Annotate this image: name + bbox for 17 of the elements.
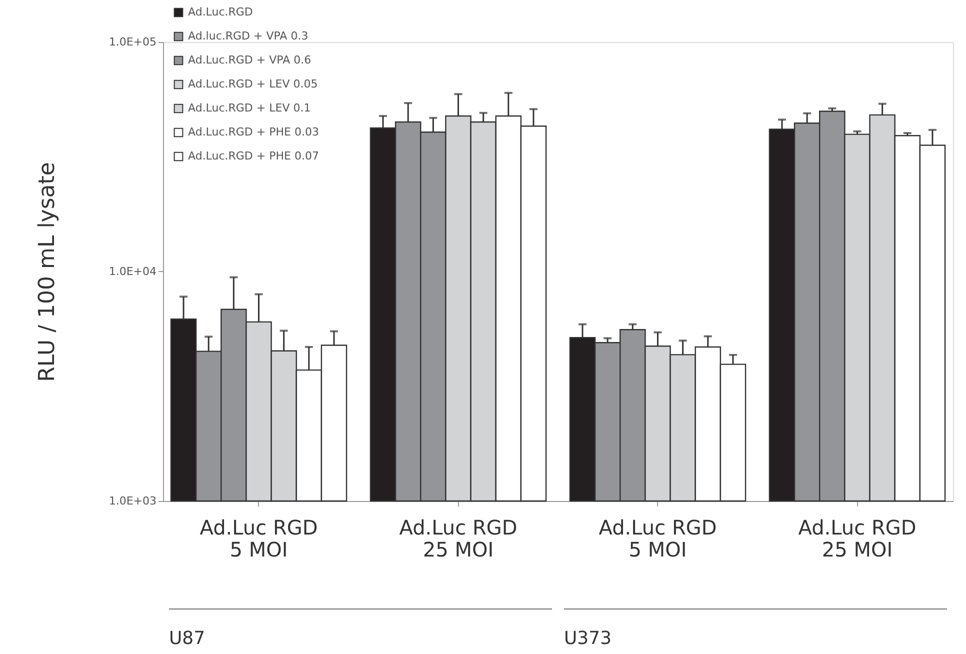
text: U87	[169, 628, 206, 649]
y-tick-label: 1.0E+04	[108, 265, 156, 278]
x-tick-label: Ad.Luc RGD 5 MOI	[200, 516, 318, 562]
legend-label: Ad.Luc.RGD + PHE 0.03	[188, 126, 319, 138]
y-axis-title: RLU / 100 mL lysate	[34, 162, 60, 382]
y-tick-label: 1.0E+05	[108, 36, 156, 48]
legend-label: Ad.Luc.RGD + LEV 0.1	[188, 102, 311, 114]
legend-label: Ad.luc.RGD + VPA 0.3	[188, 30, 308, 42]
text: U373	[564, 628, 612, 649]
x-tick-label: Ad.Luc RGD 5 MOI	[598, 516, 717, 562]
legend-label: Ad.Luc.RGD + PHE 0.07	[188, 150, 319, 162]
x-tick-label: Ad.Luc RGD 25 MOI	[798, 516, 916, 562]
y-tick-label: 1.0E+03	[108, 494, 156, 508]
x-tick-label: Ad.Luc RGD 25 MOI	[399, 516, 518, 562]
legend-label: Ad.Luc.RGD + LEV 0.05	[188, 78, 318, 90]
legend-label: Ad.Luc.RGD + VPA 0.6	[188, 54, 312, 66]
legend-label: Ad.Luc.RGD	[188, 6, 253, 18]
